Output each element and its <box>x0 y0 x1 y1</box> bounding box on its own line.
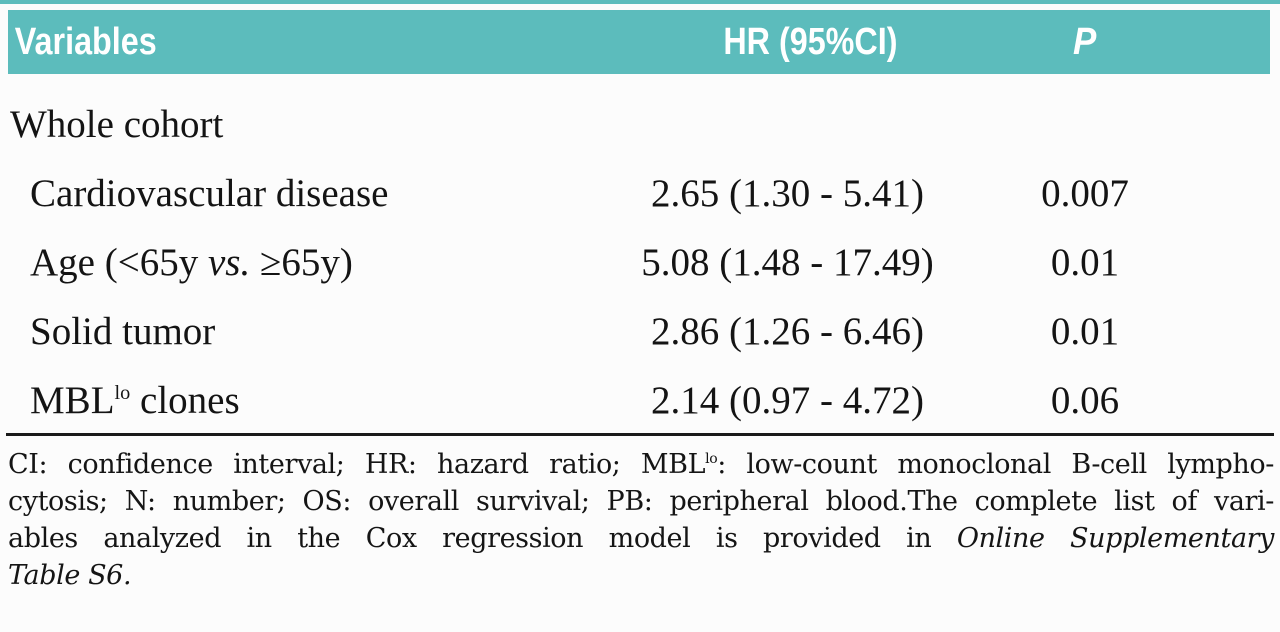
header-label-variables: Variables <box>14 20 157 63</box>
header-cell-variables: Variables <box>8 21 615 64</box>
variable-superscript-lo: lo <box>114 382 131 404</box>
variable-label: Age (<65y vs. ≥65y) <box>0 240 615 285</box>
footnote-text: ables analyzed in the Cox regression mod… <box>8 523 957 554</box>
variable-label: MBLlo clones <box>0 378 615 423</box>
footnote-line-1: CI: confidence interval; HR: hazard rati… <box>8 446 1274 483</box>
header-cell-p: P <box>960 21 1210 64</box>
table-section-row: Whole cohort <box>0 90 1280 159</box>
table-bottom-rule <box>6 433 1274 436</box>
footnote-text: CI: confidence interval; HR: hazard rati… <box>8 449 706 480</box>
footnote-line-4: Table S6. <box>8 557 1274 594</box>
p-value: 0.01 <box>1050 241 1120 284</box>
table-footnote: CI: confidence interval; HR: hazard rati… <box>8 446 1274 594</box>
table-row-cardiovascular: Cardiovascular disease 2.65 (1.30 - 5.41… <box>0 159 1280 228</box>
hr-value: 2.65 (1.30 - 5.41) <box>651 172 924 215</box>
header-label-hr: HR (95%CI) <box>722 20 898 63</box>
hr-value: 5.08 (1.48 - 17.49) <box>641 241 934 284</box>
section-label: Whole cohort <box>10 103 224 146</box>
variable-label: Cardiovascular disease <box>30 172 389 215</box>
footnote-italic-citation: Online Supplementary <box>956 523 1275 554</box>
table-header-row: Variables HR (95%CI) P <box>8 10 1270 74</box>
variable-italic-vs: vs. <box>207 241 251 284</box>
variable-text: clones <box>130 379 240 422</box>
variable-text: Age (<65y <box>30 241 208 284</box>
p-value: 0.007 <box>1041 172 1129 215</box>
header-cell-hr: HR (95%CI) <box>615 21 960 64</box>
footnote-line-3: ables analyzed in the Cox regression mod… <box>8 520 1274 557</box>
table-row-mbl-clones: MBLlo clones 2.14 (0.97 - 4.72) 0.06 <box>0 366 1280 435</box>
hr-value: 2.14 (0.97 - 4.72) <box>651 379 924 422</box>
header-label-p: P <box>1073 20 1097 63</box>
table-body: Whole cohort Cardiovascular disease 2.65… <box>0 90 1280 435</box>
table-row-age: Age (<65y vs. ≥65y) 5.08 (1.48 - 17.49) … <box>0 228 1280 297</box>
variable-text: ≥65y) <box>250 241 353 284</box>
variable-text: MBL <box>30 379 115 422</box>
footnote-superscript-lo: lo <box>705 451 718 467</box>
hr-value: 2.86 (1.26 - 6.46) <box>651 310 924 353</box>
table-row-solid-tumor: Solid tumor 2.86 (1.26 - 6.46) 0.01 <box>0 297 1280 366</box>
footnote-italic-citation: Table S6. <box>8 560 132 591</box>
footnote-line-2: cytosis; N: number; OS: overall survival… <box>8 486 1274 517</box>
p-value: 0.06 <box>1050 379 1120 422</box>
variable-label: Solid tumor <box>30 310 216 353</box>
footnote-text: : low-count monoclonal B-cell lympho- <box>717 449 1274 480</box>
top-accent-strip <box>0 0 1280 4</box>
p-value: 0.01 <box>1050 310 1120 353</box>
